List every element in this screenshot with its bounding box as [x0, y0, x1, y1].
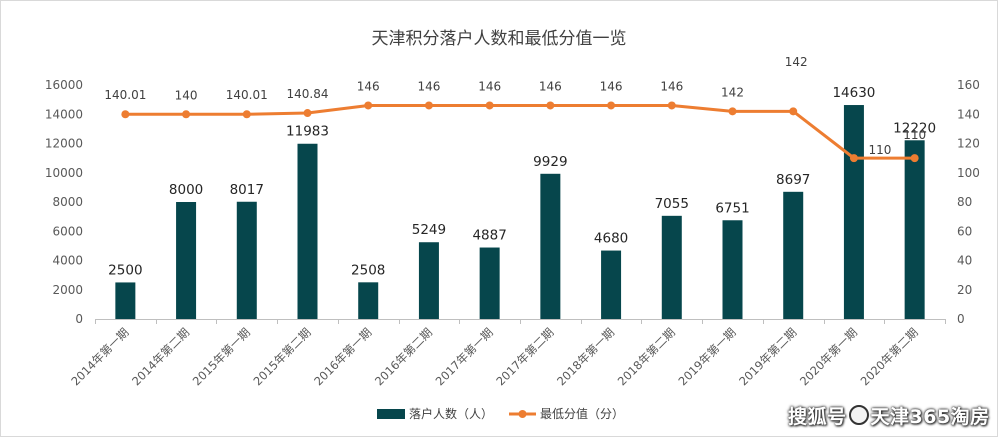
bar-value-label: 4887	[472, 228, 506, 244]
bar-value-label: 8697	[776, 172, 810, 188]
line-value-label: 146	[478, 79, 501, 93]
bar-value-label: 2508	[351, 262, 385, 278]
line-point	[667, 101, 676, 110]
bar	[115, 282, 136, 319]
line-point	[910, 154, 919, 163]
bar	[479, 247, 500, 319]
bar	[601, 250, 622, 319]
bar	[722, 220, 743, 319]
y-right-tick-label: 160	[957, 78, 980, 92]
bar-value-label: 7055	[655, 196, 689, 212]
line-value-label: 146	[357, 79, 380, 93]
y-right-tick-label: 140	[957, 107, 980, 121]
bar-series	[115, 105, 925, 319]
line-point	[182, 110, 191, 119]
line-value-label: 140	[175, 88, 198, 102]
y-right-tick-label: 0	[957, 312, 965, 326]
line-value-label: 110	[868, 143, 891, 157]
y-left-tick-label: 16000	[45, 78, 83, 92]
legend-line-label: 最低分值（分）	[540, 406, 624, 421]
legend-line-marker	[518, 410, 527, 418]
bar	[661, 215, 682, 319]
line-value-label: 146	[417, 79, 440, 93]
bar-value-label: 5249	[412, 222, 446, 238]
y-left-tick-label: 14000	[45, 107, 83, 121]
bar-value-label: 4680	[594, 231, 628, 247]
bar	[418, 242, 439, 319]
bar-value-label: 6751	[715, 200, 749, 216]
y-left-tick-label: 4000	[52, 254, 83, 268]
line-series	[121, 101, 919, 163]
legend: 落户人数（人） 最低分值（分）	[377, 406, 624, 421]
line-point	[485, 101, 494, 110]
bar	[843, 105, 864, 319]
bar	[783, 191, 804, 319]
line-value-label: 140.84	[287, 87, 329, 101]
line-value-label: 146	[600, 79, 623, 93]
line-point	[121, 110, 130, 119]
line-point	[364, 101, 373, 110]
line-point	[728, 107, 737, 116]
bar-value-label: 8000	[169, 182, 203, 198]
bar	[297, 143, 318, 319]
line-point	[789, 107, 798, 116]
watermark-left-text: 搜狐号	[788, 406, 847, 428]
y-left-tick-label: 2000	[52, 283, 83, 297]
line-value-label: 140.01	[226, 88, 268, 102]
bar-value-label: 14630	[832, 85, 875, 101]
line-point	[424, 101, 433, 110]
line-point	[849, 154, 858, 163]
y-right-tick-label: 80	[957, 195, 972, 209]
legend-bar-swatch	[377, 409, 405, 419]
y-left-tick-label: 6000	[52, 224, 83, 238]
bar-value-label: 12220	[893, 120, 936, 136]
line-point	[546, 101, 555, 110]
y-left-tick-label: 0	[75, 312, 83, 326]
bar	[176, 202, 197, 319]
line-point	[242, 110, 251, 119]
y-left-tick-label: 10000	[45, 166, 83, 180]
legend-bar-label: 落户人数（人）	[409, 406, 493, 421]
bar-value-label: 8017	[230, 182, 264, 198]
bar	[904, 140, 925, 319]
chart-title: 天津积分落户人数和最低分值一览	[372, 29, 627, 49]
y-right-tick-label: 120	[957, 137, 980, 151]
watermark: 搜狐号 天津365淘房	[788, 402, 990, 429]
bar	[236, 201, 257, 319]
y-right-tick-label: 100	[957, 166, 980, 180]
y-right-tick-label: 60	[957, 224, 972, 238]
bar-value-label: 9929	[533, 154, 567, 170]
line-point	[303, 109, 312, 118]
line-point	[607, 101, 616, 110]
bar	[540, 173, 561, 319]
line-value-label: 142	[785, 55, 808, 69]
line-value-label: 142	[721, 85, 744, 99]
line-value-label: 146	[539, 79, 562, 93]
bar	[358, 282, 379, 319]
y-right-tick-label: 20	[957, 283, 972, 297]
y-left-tick-label: 8000	[52, 195, 83, 209]
line-value-label: 110	[903, 128, 926, 142]
bar-value-label: 11983	[286, 124, 329, 140]
watermark-paw-icon	[848, 405, 869, 425]
watermark-right-text: 天津365淘房	[870, 406, 990, 428]
y-right-tick-label: 40	[957, 254, 972, 268]
data-labels: 2500 8000 8017 11983 2508 5249 4887 9929 4680 705…	[104, 55, 936, 278]
line-path	[125, 103, 915, 160]
line-value-label: 140.01	[104, 88, 146, 102]
y-left-tick-label: 12000	[45, 137, 83, 151]
line-value-label: 146	[660, 79, 683, 93]
bar-value-label: 2500	[108, 262, 142, 278]
